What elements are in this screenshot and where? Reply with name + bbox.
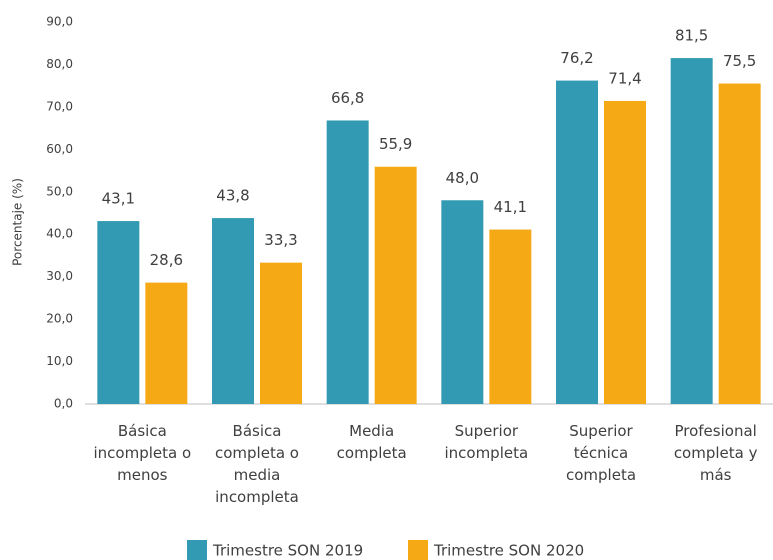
bar xyxy=(260,262,302,404)
x-tick-label: Profesional completa y más xyxy=(673,422,758,484)
x-tick-label: Media completa xyxy=(336,422,407,462)
value-label: 81,5 xyxy=(675,27,708,45)
value-label: 41,1 xyxy=(494,198,527,216)
value-label: 76,2 xyxy=(560,49,593,67)
bar xyxy=(97,221,140,404)
value-label: 66,8 xyxy=(331,89,364,107)
bar xyxy=(718,83,761,405)
bar xyxy=(441,200,484,404)
bar xyxy=(556,80,598,404)
value-label: 43,1 xyxy=(102,190,135,208)
y-tick-label: 30,0 xyxy=(46,269,73,283)
bar xyxy=(374,166,417,404)
x-tick-label: Superior técnica completa xyxy=(565,422,637,484)
bar xyxy=(212,218,254,404)
y-tick-label: 10,0 xyxy=(46,354,73,368)
bar xyxy=(489,229,532,404)
legend-label: Trimestre SON 2020 xyxy=(433,542,584,560)
bar xyxy=(145,282,188,404)
y-tick-label: 0,0 xyxy=(54,397,73,411)
legend-label: Trimestre SON 2019 xyxy=(212,542,363,560)
value-label: 48,0 xyxy=(446,169,479,187)
y-tick-label: 70,0 xyxy=(46,99,73,113)
x-tick-label: Básica completa o media incompleta xyxy=(215,422,299,506)
value-label: 33,3 xyxy=(264,231,297,249)
value-label: 75,5 xyxy=(723,52,756,70)
y-tick-label: 20,0 xyxy=(46,312,73,326)
value-label: 55,9 xyxy=(379,135,412,153)
y-tick-label: 60,0 xyxy=(46,142,73,156)
bar xyxy=(670,58,713,404)
value-label: 28,6 xyxy=(150,251,183,269)
y-tick-label: 40,0 xyxy=(46,227,73,241)
x-tick-label: Básica incompleta o menos xyxy=(93,422,192,484)
y-tick-label: 50,0 xyxy=(46,184,73,198)
legend-swatch xyxy=(187,540,207,560)
bar xyxy=(326,120,369,405)
legend-swatch xyxy=(408,540,428,560)
y-tick-label: 80,0 xyxy=(46,57,73,71)
x-tick-label: Superior incompleta xyxy=(444,422,529,462)
y-tick-label: 90,0 xyxy=(46,15,73,29)
value-label: 71,4 xyxy=(608,69,641,87)
y-axis-label: Porcentaje (%) xyxy=(11,178,25,266)
bar xyxy=(604,100,646,405)
value-label: 43,8 xyxy=(216,187,249,205)
